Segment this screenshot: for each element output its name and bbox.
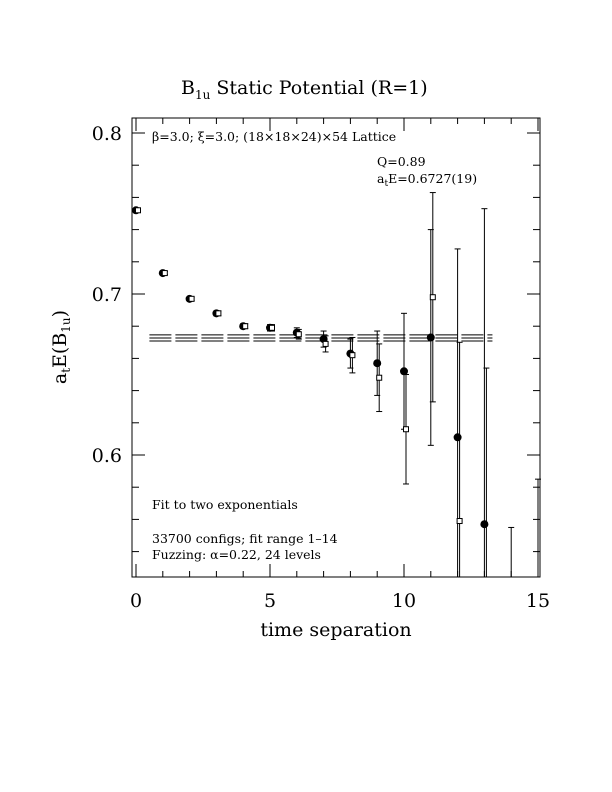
data-point-filled-circle [453, 433, 462, 442]
data-point-open-square [215, 310, 222, 317]
fit-type-annotation: Fit to two exponentials [152, 497, 298, 512]
x-axis-label: time separation [260, 619, 411, 641]
x-tick-label: 5 [264, 590, 276, 612]
data-point-open-square [429, 294, 436, 301]
data-point-open-square [403, 426, 409, 433]
data-point-open-square [376, 374, 383, 381]
y-tick-label: 0.8 [92, 123, 122, 145]
data-point-open-square [242, 323, 249, 330]
y-tick-label: 0.6 [92, 445, 122, 467]
data-point-filled-circle [480, 520, 489, 529]
axis-tick-labels: 0 5 10 15 0.6 0.7 0.8 [92, 123, 550, 612]
data-point-open-square [269, 324, 275, 331]
configs-annotation: 33700 configs; fit range 1–14 [152, 531, 338, 546]
data-point-open-square [322, 340, 329, 347]
x-tick-label: 15 [526, 590, 550, 612]
fit-energy-annotation: atE=0.6727(19) [377, 171, 477, 189]
x-tick-label: 0 [130, 590, 142, 612]
data-point-open-square [188, 295, 195, 302]
chart-title: B1u Static Potential (R=1) [181, 77, 428, 102]
data-point-open-square [161, 270, 168, 277]
y-tick-label: 0.7 [92, 284, 122, 306]
data-point-filled-circle [400, 367, 408, 376]
x-tick-label: 10 [392, 590, 416, 612]
data-point-open-square [295, 331, 302, 338]
data-point-open-square [349, 352, 356, 359]
fuzzing-annotation: Fuzzing: α=0.22, 24 levels [152, 547, 321, 562]
axis-ticks [132, 118, 540, 577]
y-axis-label: atE(B1u) [49, 310, 73, 384]
q-value-annotation: Q=0.89 [377, 154, 426, 169]
data-point-open-square [135, 207, 141, 214]
data-point-open-square [456, 518, 463, 525]
data-point-filled-circle [426, 333, 435, 342]
error-bars [133, 192, 541, 577]
data-point-filled-circle [373, 359, 382, 368]
data-markers [132, 206, 489, 529]
lattice-annotation: β=3.0; ξ=3.0; (18×18×24)×54 Lattice [152, 129, 396, 144]
plot-frame [131, 117, 541, 578]
